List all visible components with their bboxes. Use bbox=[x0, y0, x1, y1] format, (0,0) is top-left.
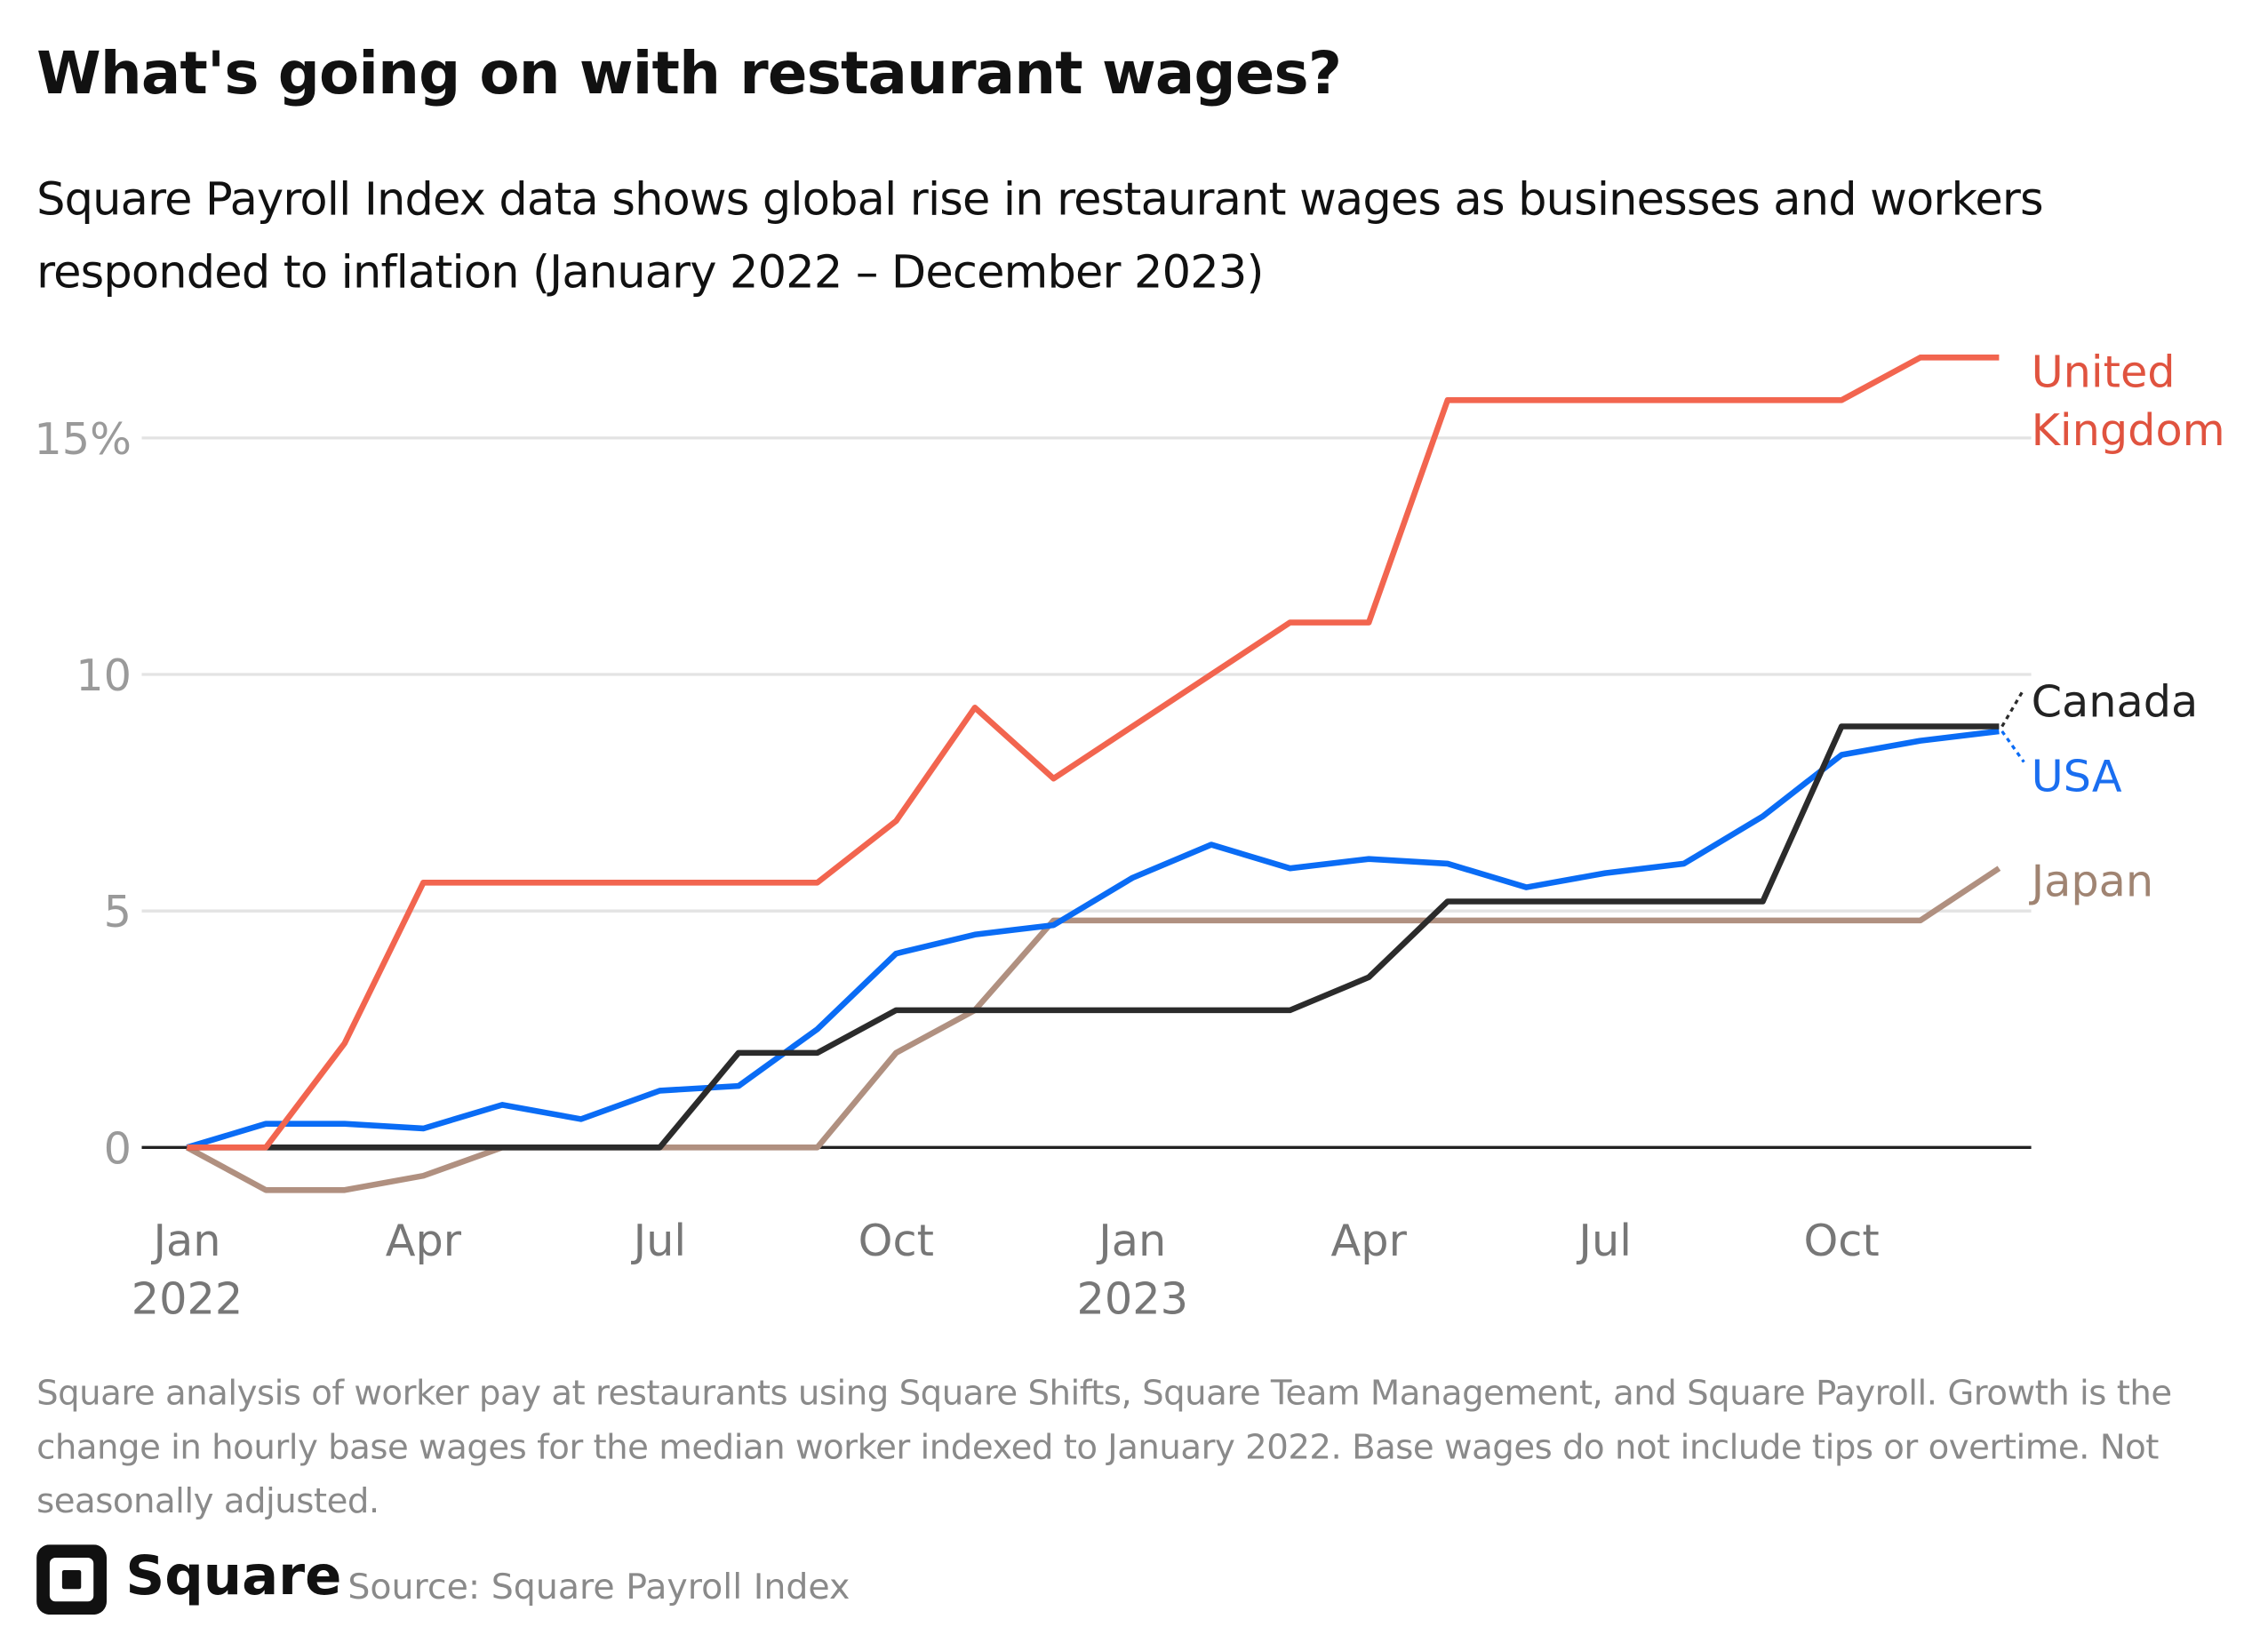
label-connector bbox=[2000, 730, 2025, 763]
series-line bbox=[187, 355, 2000, 1151]
source: Source: Square Payroll Index bbox=[347, 1566, 850, 1607]
series-line bbox=[186, 728, 2000, 1151]
series-label: Japan bbox=[2029, 856, 2154, 907]
y-tick-label: 15% bbox=[34, 413, 132, 465]
x-tick-label: Apr bbox=[1331, 1215, 1408, 1266]
x-tick-label: Apr bbox=[386, 1215, 462, 1266]
y-tick-label: 0 bbox=[104, 1122, 132, 1174]
series-label: USA bbox=[2032, 750, 2122, 802]
series-label: United Kingdom bbox=[2032, 346, 2225, 456]
y-tick-label: 5 bbox=[104, 886, 132, 937]
brand: Square bbox=[125, 1544, 342, 1607]
label-connector bbox=[2000, 688, 2025, 728]
x-tick-label: Jan 2023 bbox=[1076, 1215, 1188, 1325]
x-tick-label: Jan 2022 bbox=[132, 1215, 244, 1325]
x-tick-label: Jul bbox=[631, 1215, 687, 1266]
series-label: Canada bbox=[2032, 676, 2199, 728]
x-tick-label: Jul bbox=[1576, 1215, 1632, 1266]
series-line bbox=[185, 865, 2001, 1193]
logo bbox=[36, 1544, 108, 1615]
chart-title: What's going on with restaurant wages? bbox=[36, 41, 1342, 108]
footnote: Square analysis of worker pay at restaur… bbox=[36, 1372, 2172, 1521]
chart-subtitle: Square Payroll Index data shows global r… bbox=[36, 173, 2043, 299]
y-tick-label: 10 bbox=[76, 650, 132, 701]
x-tick-label: Oct bbox=[858, 1215, 934, 1266]
series-line bbox=[187, 723, 2000, 1151]
x-tick-label: Oct bbox=[1803, 1215, 1879, 1266]
